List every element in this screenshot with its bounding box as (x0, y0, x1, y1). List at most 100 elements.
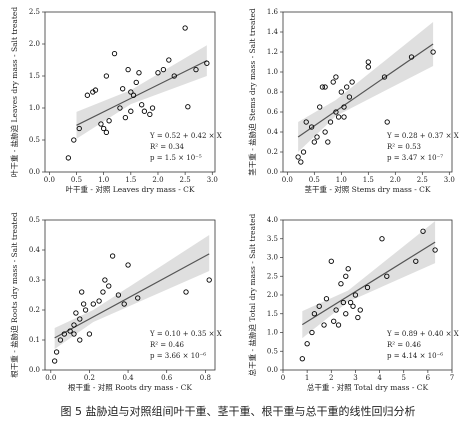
point (71, 331, 77, 337)
annotation: Y = 0.10 + 0.35 × X (149, 330, 222, 338)
point (322, 129, 328, 135)
point (384, 273, 390, 279)
point (343, 311, 349, 317)
point (308, 124, 315, 130)
point (109, 253, 116, 259)
y-tick-label: 0.4 (267, 128, 279, 136)
point (98, 121, 104, 127)
y-tick-label: 2.5 (29, 8, 40, 16)
y-tick-label: 0.0 (267, 366, 278, 374)
point (71, 137, 77, 143)
point (316, 303, 322, 309)
x-tick-label: 0.2 (84, 374, 95, 382)
point (327, 119, 334, 125)
point (76, 125, 82, 132)
y-tick-label: 0.5 (267, 347, 278, 355)
point (304, 341, 310, 347)
point (139, 102, 145, 108)
y-axis-label: 根干重 - 盐胁迫 Roots dry mass - Salt treated (9, 212, 19, 378)
x-tick-label: 0.0 (45, 374, 56, 382)
point (122, 114, 129, 121)
point (183, 289, 189, 295)
point (117, 105, 123, 111)
annotation: Y = 0.52 + 0.42 × X (149, 132, 222, 140)
point (61, 331, 67, 337)
confidence-band (302, 221, 436, 339)
point (432, 247, 438, 253)
y-tick-label: 1.2 (267, 48, 278, 56)
x-tick-label: 4 (377, 374, 382, 382)
x-tick-label: 6 (426, 374, 431, 382)
point (67, 328, 73, 334)
annotation: p = 4.14 × 10⁻⁶ (387, 352, 443, 360)
point (90, 301, 96, 307)
point (103, 129, 110, 135)
x-tick-label: 3 (353, 374, 357, 382)
point (77, 337, 83, 343)
point (349, 79, 355, 85)
point (136, 70, 142, 76)
point (365, 59, 371, 65)
x-axis-label: 根干重 - 对照 Roots dry mass - CK (68, 382, 192, 392)
annotation: R² = 0.53 (387, 143, 421, 151)
point (323, 296, 330, 302)
x-tick-label: 0 (281, 374, 285, 382)
x-axis-label: 茎干重 - 对照 Stems dry mass - CK (304, 184, 430, 194)
point (135, 295, 141, 301)
y-tick-label: 1.0 (267, 68, 278, 76)
point (160, 66, 167, 73)
point (430, 49, 436, 55)
x-tick-label: 7 (450, 374, 454, 382)
y-axis-label: 叶干重 - 盐胁迫 Leaves dry mass - Salt treated (9, 7, 19, 177)
annotation: Y = 0.28 + 0.37 × X (386, 132, 459, 140)
point (149, 105, 156, 111)
point (65, 155, 72, 161)
point (322, 84, 328, 90)
point (345, 266, 351, 272)
y-tick-label: 0.2 (267, 148, 278, 156)
point (141, 108, 148, 114)
x-tick-label: 0.5 (309, 176, 320, 184)
point (155, 70, 161, 76)
plot-frame (44, 11, 216, 173)
point (53, 349, 60, 355)
point (102, 277, 108, 283)
point (77, 316, 83, 322)
y-tick-label: 1.5 (267, 310, 278, 318)
y-tick-label: 0.0 (29, 168, 40, 176)
point (311, 139, 317, 145)
point (100, 289, 106, 295)
point (408, 54, 415, 60)
point (300, 149, 307, 155)
regression-line (76, 60, 208, 126)
y-tick-label: 0.1 (29, 336, 40, 344)
point (319, 84, 326, 90)
point (57, 337, 64, 343)
point (338, 281, 344, 287)
x-tick-label: 0.0 (44, 176, 55, 184)
y-tick-label: 4.0 (267, 216, 278, 224)
point (384, 119, 390, 125)
y-tick-label: 1.0 (267, 329, 278, 337)
point (333, 307, 339, 313)
point (350, 303, 356, 309)
regression-line (301, 241, 436, 326)
point (111, 50, 118, 57)
point (341, 114, 347, 120)
point (352, 292, 359, 298)
regression-line (54, 253, 210, 339)
point (82, 307, 89, 313)
point (128, 89, 134, 95)
annotation: R² = 0.34 (150, 143, 185, 151)
x-tick-label: 2.0 (152, 176, 163, 184)
annotation: p = 1.5 × 10⁻⁵ (150, 154, 202, 162)
point (103, 73, 110, 79)
annotation: R² = 0.46 (150, 341, 185, 349)
point (125, 66, 131, 73)
point (73, 310, 79, 316)
y-tick-label: 2.5 (267, 272, 278, 280)
x-tick-label: 5 (401, 374, 405, 382)
y-tick-label: 0.5 (29, 136, 40, 144)
y-tick-label: 0.6 (267, 108, 279, 116)
